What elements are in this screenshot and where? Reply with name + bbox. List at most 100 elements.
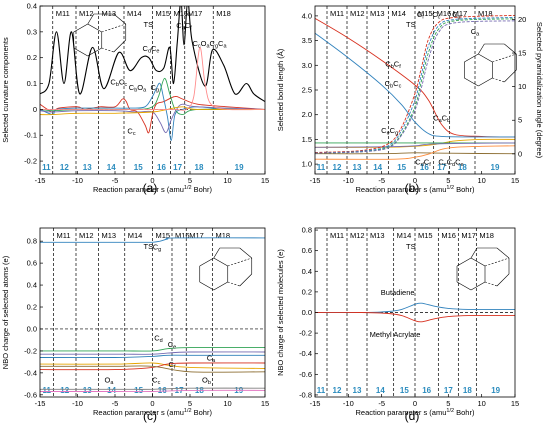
series-annotation: CbCf [385, 59, 401, 70]
phase-number: 14 [376, 386, 385, 395]
phase-number: 15 [400, 386, 409, 395]
y-axis-label: NBO charge of selected molecules (e) [276, 249, 285, 376]
phase-number: 11 [317, 386, 326, 395]
series-annotation: Cd [154, 334, 162, 345]
x-tick-label: -15 [310, 176, 321, 185]
series-line [315, 20, 515, 154]
y-tick-label: 1.5 [302, 135, 312, 144]
y2-tick-label: 5 [518, 116, 522, 125]
x-tick-label: -10 [72, 399, 83, 408]
mech-label: M18 [216, 9, 231, 18]
ts-label: TS [406, 20, 416, 29]
mech-label: M14 [391, 9, 406, 18]
phase-number: 15 [134, 163, 143, 172]
mech-label: M13 [370, 9, 385, 18]
series-line [40, 347, 265, 352]
molecule-forming-bond [101, 23, 126, 33]
panel-label: (c) [143, 409, 157, 423]
x-tick-label: 5 [188, 176, 192, 185]
mech-label: M17 [461, 231, 476, 240]
x-tick-label: -5 [112, 399, 119, 408]
x-tick-label: 15 [511, 399, 519, 408]
phase-number: 11 [43, 386, 52, 395]
x-axis-label: Reaction parameter s (amu1/2 Bohr) [356, 185, 475, 194]
mech-label: M17 [188, 9, 203, 18]
y-tick-label: 3.5 [302, 36, 312, 45]
series-annotation: Cf [417, 10, 424, 21]
series-annotation: Cc [432, 10, 440, 21]
x-tick-label: -10 [343, 399, 354, 408]
y-tick-label: 0.6 [27, 259, 37, 268]
series-line [40, 6, 265, 103]
y-tick-label: -0.2 [299, 329, 312, 338]
series-annotation: CaCb [433, 114, 450, 125]
series-line [40, 362, 265, 369]
molecule-sketch [456, 247, 510, 291]
series-annotation: CaCf [176, 21, 192, 32]
mech-label: M17 [453, 9, 468, 18]
y2-tick-label: 15 [518, 49, 526, 58]
phase-number: 12 [333, 163, 342, 172]
series-annotation: Cf [169, 360, 176, 371]
x-tick-label: -5 [112, 176, 119, 185]
phase-number: 13 [353, 163, 362, 172]
molecule-bond [470, 257, 486, 267]
y-tick-label: 0.8 [302, 226, 312, 235]
x-tick-label: 15 [261, 399, 269, 408]
molecule-bond [199, 281, 214, 291]
phase-number: 12 [60, 386, 69, 395]
x-tick-label: 0 [150, 399, 154, 408]
series-line [315, 14, 515, 153]
y-axis-label: Selected curvature components [1, 37, 10, 143]
mech-label: M14 [128, 231, 143, 240]
series-line [315, 311, 515, 323]
molecule-forming-bond [227, 281, 240, 287]
mech-label: M15 [418, 231, 433, 240]
y-tick-label: -0.8 [299, 390, 312, 399]
phase-number: 13 [353, 386, 362, 395]
molecule-bond [478, 77, 493, 87]
series-line [315, 142, 515, 148]
y-tick-label: 1.0 [302, 160, 312, 169]
phase-number: 14 [107, 386, 116, 395]
phase-number: 17 [173, 163, 182, 172]
y2-axis-label: Selected pyramidalization angle (degree) [535, 22, 544, 159]
phase-number: 17 [437, 163, 446, 172]
series-line [40, 354, 265, 359]
molecule-bond [239, 247, 252, 259]
mech-label: M12 [350, 9, 365, 18]
molecule-forming-bond [484, 281, 498, 287]
panel-label: (a) [143, 181, 158, 195]
phase-number: 16 [157, 163, 166, 172]
series-group [315, 302, 515, 323]
y2-tick-label: 10 [518, 82, 526, 91]
series-line [315, 18, 515, 154]
series-line [315, 16, 515, 154]
series-line [40, 351, 265, 355]
mech-label: M16 [437, 9, 452, 18]
panel-a: M11 M12 M13 M14 M15 M16 M17 M18 TS 11 12 13 14 15 16 17… [1, 2, 269, 196]
mech-label: M12 [350, 231, 365, 240]
phase-number: 19 [235, 163, 244, 172]
y-tick-label: 2.0 [302, 110, 312, 119]
molecule-bond [73, 23, 88, 33]
phase-number: 11 [317, 163, 326, 172]
series-annotation: Cg [452, 10, 460, 21]
phase-number: 13 [83, 386, 92, 395]
mech-label: M17 [189, 231, 204, 240]
x-tick-label: -10 [72, 176, 83, 185]
x-tick-label: 5 [188, 399, 192, 408]
y-tick-label: -0.2 [24, 346, 37, 355]
mech-label: M11 [57, 231, 71, 240]
series-annotation: CcCdCe [438, 158, 463, 169]
x-axis-label: Reaction parameter s (amu1/2 Bohr) [93, 408, 212, 417]
mech-label: M11 [330, 9, 344, 18]
series-annotation: Cg [153, 243, 161, 254]
molecule-bond [113, 39, 126, 53]
x-tick-label: -15 [35, 399, 46, 408]
x-tick-label: -10 [343, 176, 354, 185]
molecule-bond [464, 77, 479, 87]
series-annotation: CbOa [129, 83, 147, 94]
molecule-bond [73, 47, 88, 57]
phase-number: 16 [420, 163, 429, 172]
